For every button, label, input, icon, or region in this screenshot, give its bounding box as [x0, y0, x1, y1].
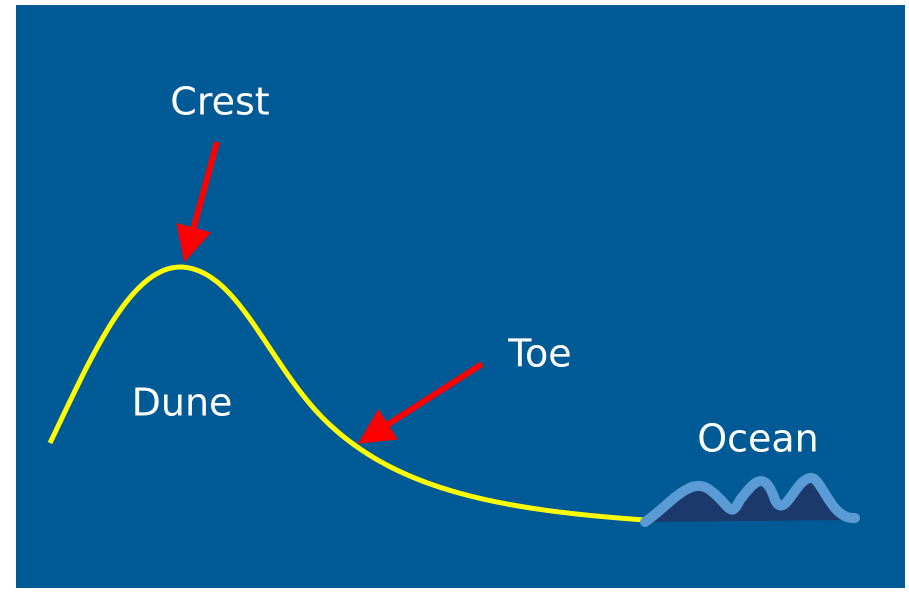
crest-label: Crest — [170, 80, 269, 124]
page: {"labels": {"crest": "Crest", "toe": "To… — [0, 0, 909, 593]
toe-label: Toe — [507, 332, 571, 376]
diagram: Crest Toe Dune Ocean — [0, 0, 909, 593]
ocean-label: Ocean — [697, 417, 819, 461]
dune-label: Dune — [132, 381, 233, 425]
